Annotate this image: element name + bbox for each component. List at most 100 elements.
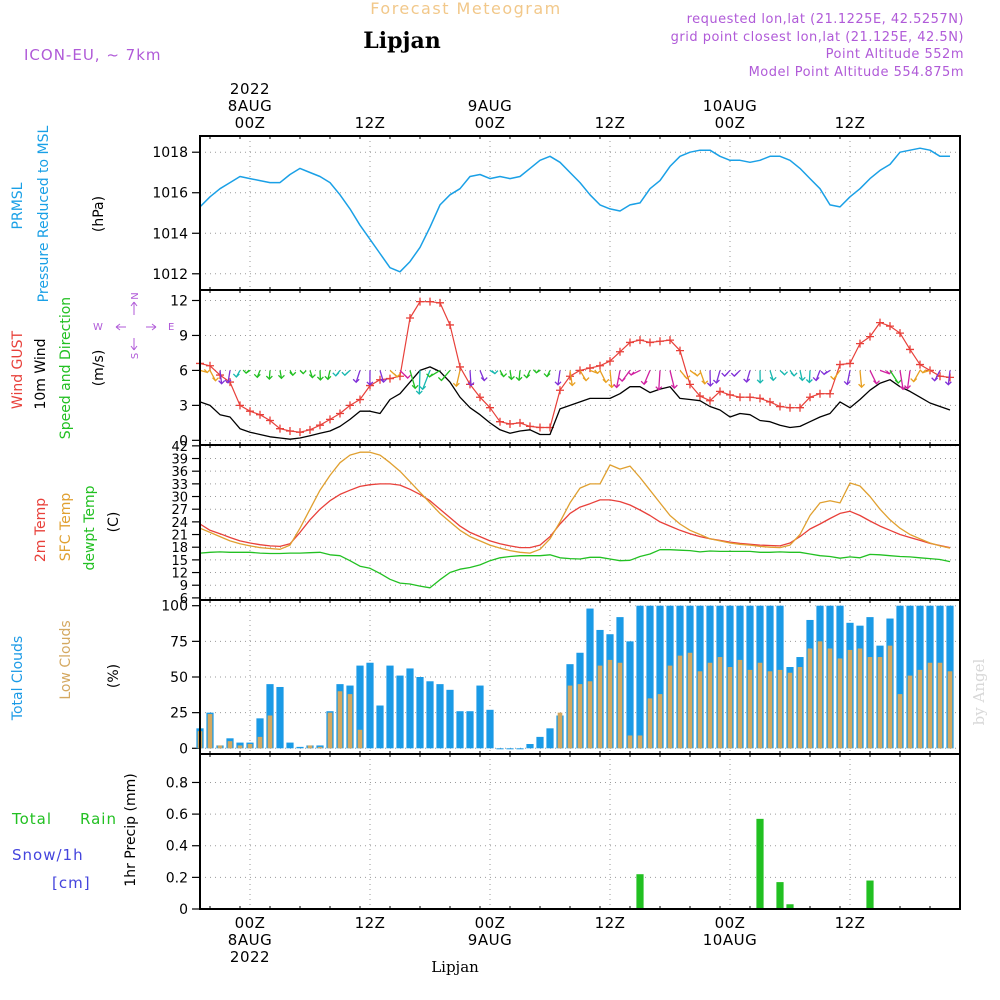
time-label: 12Z bbox=[355, 914, 386, 932]
total-cloud-bar bbox=[646, 605, 654, 749]
wind-dir-arrow bbox=[479, 370, 485, 381]
wind-dir-arrowhead bbox=[781, 371, 789, 376]
compass-e: E bbox=[168, 322, 174, 333]
wind-dir-arrowhead bbox=[683, 375, 691, 380]
low-cloud-bar bbox=[827, 648, 833, 749]
total-cloud-bar bbox=[426, 681, 434, 749]
gust-line bbox=[199, 301, 951, 433]
wind-dir-arrow bbox=[616, 370, 621, 388]
low-cloud-bar bbox=[307, 745, 313, 749]
wind-dir-arrowhead bbox=[904, 385, 911, 390]
wind-dir-arrowhead bbox=[366, 381, 374, 386]
wind-dir-arrow bbox=[268, 370, 271, 380]
gust-marker bbox=[796, 403, 804, 412]
wind-dir-arrowhead bbox=[242, 369, 250, 375]
time-label: 8AUG bbox=[228, 97, 272, 115]
wind-dir-arrowhead bbox=[910, 378, 918, 383]
time-label: 00Z bbox=[715, 114, 746, 132]
wind-dir-arrowhead bbox=[899, 385, 907, 391]
wind-dir-arrowhead bbox=[602, 378, 610, 384]
wind-dir-arrowhead bbox=[419, 385, 427, 391]
low-cloud-bar bbox=[757, 662, 763, 749]
gust-marker bbox=[286, 427, 294, 436]
temp-dew-line bbox=[199, 549, 951, 589]
precip-unit: 1hr Precip (mm) bbox=[123, 773, 139, 886]
time-label: 00Z bbox=[475, 114, 506, 132]
y-tick-label: 25 bbox=[170, 706, 188, 722]
y-tick-label: 39 bbox=[171, 453, 188, 468]
model-label: ICON-EU, ~ 7km bbox=[24, 46, 162, 64]
time-label: 9AUG bbox=[468, 97, 512, 115]
total-cloud-bar bbox=[896, 605, 904, 749]
total-cloud-bar bbox=[466, 711, 474, 749]
gust-marker bbox=[436, 298, 444, 307]
gust-marker bbox=[386, 374, 394, 383]
gust-marker bbox=[316, 421, 324, 430]
wind-dir-arrowhead bbox=[415, 390, 423, 395]
low-cloud-bar bbox=[607, 659, 613, 749]
time-label: 10AUG bbox=[703, 97, 757, 115]
wind-dir-arrow bbox=[409, 370, 416, 389]
compass-n: N bbox=[130, 292, 141, 299]
low-cloud-bar bbox=[797, 667, 803, 749]
temp-dew-label: dewpt Temp bbox=[82, 485, 98, 570]
wind-dir-arrow bbox=[609, 370, 613, 388]
wind-dir-arrowhead bbox=[500, 373, 508, 378]
wind-dir-arrowhead bbox=[452, 382, 460, 388]
gust-marker bbox=[306, 425, 314, 434]
y-tick-label: 3 bbox=[179, 398, 188, 414]
wind-dir-arrowhead bbox=[203, 368, 211, 374]
gust-marker bbox=[426, 297, 434, 306]
pressure-unit: (hPa) bbox=[91, 196, 107, 232]
gust-marker bbox=[846, 359, 854, 368]
total-cloud-bar bbox=[506, 748, 514, 750]
wind-dir-arrow bbox=[379, 370, 385, 383]
total-cloud-bar bbox=[436, 684, 444, 749]
gust-marker bbox=[676, 346, 684, 355]
wind-dir-arrowhead bbox=[721, 372, 729, 377]
wind-dir-arrowhead bbox=[873, 380, 880, 385]
wind-dir-arrowhead bbox=[613, 383, 621, 389]
time-label: 12Z bbox=[355, 114, 386, 132]
low-cloud-bar bbox=[687, 652, 693, 749]
y-tick-label: 15 bbox=[171, 554, 188, 569]
wind-dir-arrow bbox=[899, 370, 904, 390]
total-cloud-bar bbox=[376, 705, 384, 749]
time-label: 2022 bbox=[230, 80, 270, 98]
low-cloud-bar bbox=[877, 657, 883, 749]
wind-dir-arrow bbox=[219, 370, 223, 384]
low-cloud-bar bbox=[937, 662, 943, 749]
wind-dir-arrowhead bbox=[894, 379, 902, 384]
gust-marker bbox=[786, 403, 794, 412]
app-title: Forecast Meteogram bbox=[370, 0, 561, 18]
low-cloud-bar bbox=[947, 671, 953, 749]
wind-dir-arrowhead bbox=[437, 376, 445, 382]
gust-marker bbox=[726, 390, 734, 399]
total-cloud-bar bbox=[386, 665, 394, 749]
wind-dir-arrowhead bbox=[277, 374, 285, 380]
gust-marker bbox=[616, 347, 624, 356]
y-tick-label: 0.2 bbox=[166, 870, 188, 886]
low-cloud-bar bbox=[847, 649, 853, 749]
wind-dir-arrow bbox=[599, 370, 607, 383]
wind-dir-arrow bbox=[879, 369, 890, 375]
clouds-panel: 0 25 50 75 100 bbox=[161, 599, 961, 757]
wind-dir-arrowhead bbox=[830, 375, 838, 381]
wind-dir-arrowhead bbox=[693, 372, 701, 377]
low-cloud-bar bbox=[907, 675, 913, 749]
wind-dir-arrow bbox=[327, 370, 331, 380]
gust-marker bbox=[206, 361, 214, 370]
watermark: by Angel bbox=[970, 658, 988, 725]
low-cloud-bar bbox=[787, 672, 793, 749]
y-tick-label: 0.8 bbox=[166, 775, 188, 791]
model-altitude: Model Point Altitude 554.875m bbox=[749, 65, 964, 80]
wind-dir-arrow bbox=[227, 370, 231, 383]
low-clouds-label: Low Clouds bbox=[58, 620, 74, 699]
total-cloud-bar bbox=[496, 748, 504, 750]
low-cloud-bar bbox=[617, 662, 623, 749]
wind-dir-arrowhead bbox=[393, 373, 401, 378]
wind-dir-arrowhead bbox=[608, 383, 616, 389]
precip-panel: 0 0.2 0.4 0.6 0.8 bbox=[166, 753, 961, 918]
